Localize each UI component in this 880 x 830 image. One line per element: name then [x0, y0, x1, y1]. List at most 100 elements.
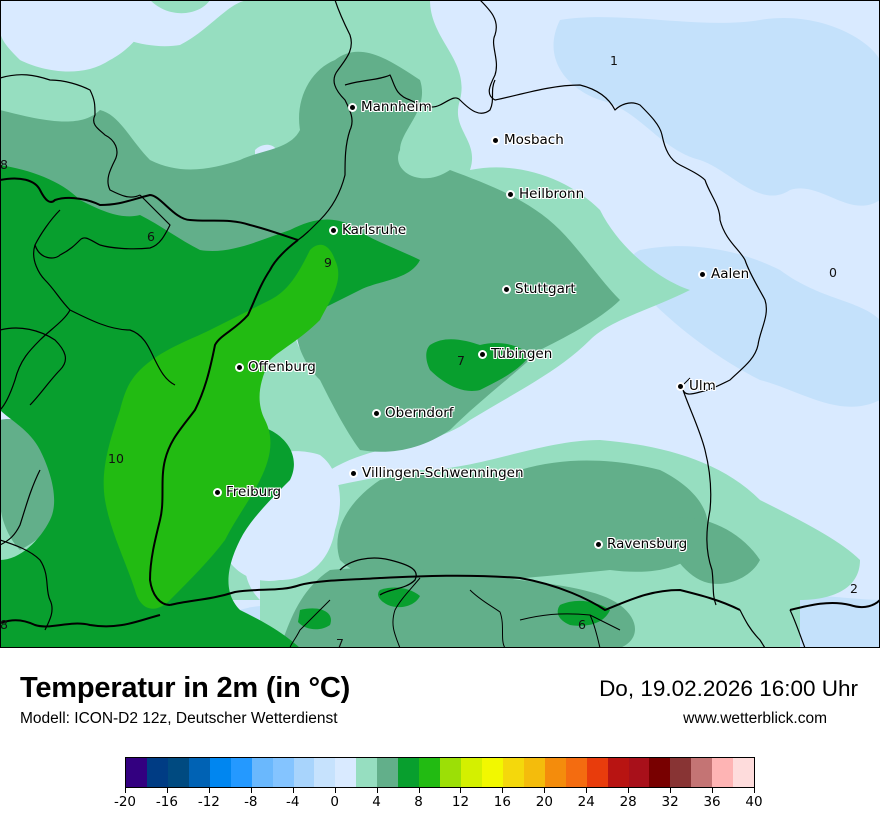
- legend-tick-label: 16: [493, 794, 511, 810]
- legend-tick-mark: [292, 788, 294, 793]
- city-name: Aalen: [711, 266, 750, 282]
- legend-tick-mark: [544, 788, 546, 793]
- contour-label: 8: [0, 157, 8, 172]
- legend-tick-label: 4: [372, 794, 381, 810]
- contour-label: 8: [0, 617, 8, 632]
- legend-tick-label: -20: [113, 794, 137, 810]
- legend-swatch: [398, 758, 420, 787]
- legend-swatch: [419, 758, 441, 787]
- contour-label: 10: [108, 451, 124, 466]
- footer-panel: Temperatur in 2m (in °C) Modell: ICON-D2…: [0, 648, 880, 830]
- city-name: Mosbach: [504, 132, 564, 148]
- city-dot-icon: [331, 227, 336, 233]
- legend-swatch: [691, 758, 713, 787]
- temperature-map[interactable]: Mannheim Mosbach Heilbronn Karlsruhe Aal…: [0, 0, 880, 648]
- contour-label: 7: [336, 636, 344, 648]
- legend-swatch: [335, 758, 357, 787]
- legend-swatch: [586, 758, 608, 787]
- city-name: Tübingen: [491, 346, 553, 362]
- city-dot-icon: [678, 383, 683, 389]
- legend-tick-label: -12: [197, 794, 220, 810]
- legend-tick-mark: [754, 788, 755, 793]
- city-name: Ulm: [689, 378, 716, 394]
- legend-swatch: [146, 758, 168, 787]
- model-source: Modell: ICON-D2 12z, Deutscher Wetterdie…: [20, 710, 338, 727]
- legend-tick-label: -8: [244, 794, 258, 810]
- city-dot-icon: [351, 470, 356, 476]
- contour-label: 2: [850, 581, 858, 596]
- legend-swatch: [461, 758, 482, 787]
- city-name: Offenburg: [248, 359, 316, 375]
- city-dot-icon: [350, 104, 355, 110]
- legend-swatch: [293, 758, 315, 787]
- legend-swatch: [607, 758, 629, 787]
- legend-swatch: [188, 758, 210, 787]
- city-label-stuttgart: Stuttgart: [504, 281, 576, 297]
- legend-tick-label: 12: [451, 794, 470, 810]
- legend-swatch: [544, 758, 566, 787]
- website-link[interactable]: www.wetterblick.com: [683, 710, 827, 727]
- city-name: Oberndorf: [385, 405, 454, 421]
- legend-tick-mark: [712, 788, 714, 793]
- contour-label: 1: [610, 53, 618, 68]
- legend-tick-label: 28: [619, 794, 637, 810]
- city-dot-icon: [215, 489, 220, 495]
- city-name: Freiburg: [226, 484, 282, 500]
- legend-swatch: [481, 758, 503, 787]
- city-name: Heilbronn: [519, 186, 585, 202]
- legend-tick-label: 36: [703, 794, 721, 810]
- legend-tick-mark: [376, 788, 378, 793]
- legend-swatch: [649, 758, 671, 787]
- city-label-karlsruhe: Karlsruhe: [331, 222, 406, 238]
- legend-swatch: [670, 758, 692, 787]
- color-legend: -20 -16 -12 -8 -4 0 4 8 12 16 20 24 28 32 36 40: [114, 757, 763, 810]
- legend-tick-label: 0: [330, 794, 339, 810]
- forecast-datetime: Do, 19.02.2026 16:00 Uhr: [599, 676, 858, 701]
- legend-swatch: [440, 758, 461, 787]
- legend-swatch: [230, 758, 252, 787]
- city-label-aalen: Aalen: [700, 266, 749, 282]
- city-dot-icon: [508, 191, 513, 197]
- contour-label: 7: [457, 353, 465, 368]
- legend-tick-label: 24: [577, 794, 595, 810]
- legend-swatch: [314, 758, 336, 787]
- city-dot-icon: [374, 410, 379, 416]
- legend-swatch: [565, 758, 587, 787]
- legend-tick-label: 8: [414, 794, 423, 810]
- temperature-field: [0, 0, 880, 648]
- legend-tick-label: 20: [535, 794, 553, 810]
- legend-tick-label: -4: [285, 794, 300, 810]
- legend-swatch: [251, 758, 273, 787]
- city-dot-icon: [237, 364, 242, 370]
- legend-swatch: [126, 758, 147, 787]
- legend-colorbar: [125, 757, 755, 788]
- legend-swatch: [502, 758, 524, 787]
- legend-tick-mark: [502, 788, 504, 793]
- legend-swatch: [356, 758, 378, 787]
- legend-tick-mark: [208, 788, 210, 793]
- city-name: Mannheim: [361, 99, 432, 115]
- city-label-heilbronn: Heilbronn: [508, 186, 584, 202]
- city-dot-icon: [480, 351, 485, 357]
- contour-label: 6: [578, 617, 586, 632]
- legend-swatch: [209, 758, 231, 787]
- legend-tick-mark: [334, 788, 336, 793]
- city-name: Stuttgart: [515, 281, 576, 297]
- city-dot-icon: [493, 137, 498, 143]
- city-label-oberndorf: Oberndorf: [374, 405, 454, 421]
- contour-label: 6: [147, 229, 155, 244]
- legend-tick-label: 40: [745, 794, 763, 810]
- city-name: Karlsruhe: [342, 222, 407, 238]
- legend-swatch: [272, 758, 294, 787]
- city-label-ulm: Ulm: [678, 378, 716, 394]
- legend-tick-mark: [670, 788, 672, 793]
- city-label-freiburg: Freiburg: [215, 484, 281, 500]
- legend-tick-mark: [418, 788, 420, 793]
- city-dot-icon: [504, 286, 509, 292]
- city-label-offenburg: Offenburg: [237, 359, 316, 375]
- legend-tick-mark: [125, 788, 126, 793]
- legend-tick-label: -16: [155, 794, 178, 810]
- chart-title: Temperatur in 2m (in °C): [20, 672, 351, 704]
- legend-swatch: [377, 758, 399, 787]
- city-dot-icon: [596, 541, 601, 547]
